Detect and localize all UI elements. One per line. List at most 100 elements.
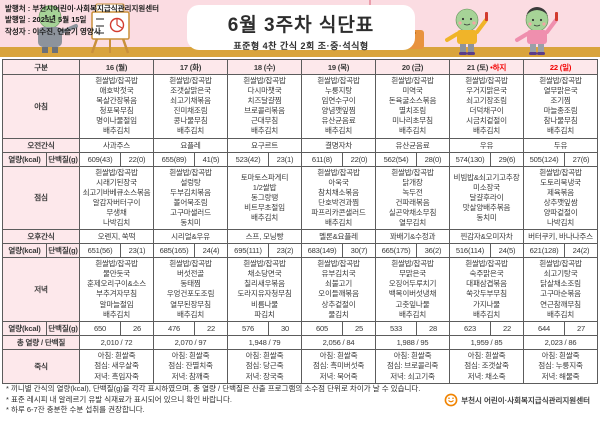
cell-am_snack: 사과주스 (79, 137, 155, 153)
cell-total: 1,948 / 79 (227, 334, 303, 350)
cell-protein2: 24(2) (564, 243, 599, 259)
cell-kcal1: 574(130) (449, 151, 492, 167)
cell-protein3: 22 (194, 320, 229, 336)
day-header: 19 (목) (301, 59, 377, 75)
cell-breakfast: 흰쌀밥/잡곡밥 열무맑은국 조기찜 마늘종조림 참나물무침 배추김치 (523, 74, 599, 139)
cell-porridge: 아침: 흰쌀죽 점심: 브로콜리죽 저녁: 쇠고기죽 (375, 348, 451, 385)
cell-breakfast: 흰쌀밥/잡곡밥 다시마챗국 치즈달걀찜 브로콜리볶음 근대무침 배추김치 (227, 74, 303, 139)
cell-dinner: 흰쌀밥/잡곡밥 유부김치국 쇠불고기 오이들깨볶음 상추겉절이 물김치 (301, 257, 377, 322)
day-header: 22 (일) (523, 59, 599, 75)
cell-porridge: 아침: 흰쌀죽 점심: 당근죽 저녁: 장국죽 (227, 348, 303, 385)
cell-protein1: 28(0) (416, 151, 451, 167)
center-logo: 부천시 어린이·사회복지급식관리지원센터 (444, 393, 590, 407)
cell-breakfast: 흰쌀밥/잡곡밥 미역국 돈육굴소스볶음 멸치조림 미나리초무침 배추김치 (375, 74, 451, 139)
cell-total: 2,070 / 97 (153, 334, 229, 350)
cell-protein2: 24(4) (194, 243, 229, 259)
cell-protein1: 27(6) (564, 151, 599, 167)
cell-protein2: 24(5) (490, 243, 525, 259)
publication-info: 발행처 : 부천시어린이·사회복지급식관리지원센터 발행일 : 2025년 5월… (5, 3, 159, 37)
page-subtitle: 표준형 4찬 간식 2회 조·중·석식형 (233, 41, 369, 51)
cell-porridge: 아침: 흰쌀죽 점심: 새우살죽 저녁: 흑임자죽 (79, 348, 155, 385)
cell-kcal1: 611(8) (301, 151, 344, 167)
logo-text: 부천시 어린이·사회복지급식관리지원센터 (461, 395, 590, 405)
cell-protein2: 23(2) (268, 243, 303, 259)
cell-am_snack: 유산균음료 (375, 137, 451, 153)
floor-strip (0, 47, 600, 57)
row-label-protein: 단백질(g) (45, 320, 81, 336)
cell-protein3: 27 (564, 320, 599, 336)
cell-pm_snack: 스프, 모닝빵 (227, 229, 303, 245)
row-label-kcal: 열량(kcal) (2, 320, 47, 336)
cell-kcal2: 621(128) (523, 243, 566, 259)
cell-lunch: 토마토스파게티 1/2쌀밥 동그랑땡 비트무초절임 배추김치 (227, 165, 303, 231)
cell-pm_snack: 오렌지, 쑥떡 (79, 229, 155, 245)
cell-pm_snack: 찐감자&오미자차 (449, 229, 525, 245)
menu-table: 구분 16 (월) 17 (화) 18 (수) 19 (목) 20 (금) 21 (토) •… (1, 59, 599, 385)
cell-total: 2,023 / 86 (523, 334, 599, 350)
cell-protein3: 22 (490, 320, 525, 336)
cell-breakfast: 흰쌀밥/잡곡밥 애호박젓국 목살간장볶음 청포묵무침 명이나물절임 배추김치 (79, 74, 155, 139)
cell-dinner: 흰쌀밥/잡곡밥 무맑은국 오징어두루치기 백목이버섯냉채 고춧잎나물 배추김치 (375, 257, 451, 322)
cell-kcal2: 516(114) (449, 243, 492, 259)
row-label-lunch: 점심 (1, 165, 81, 231)
day-header: 20 (금) (375, 59, 451, 75)
cell-protein1: 23(1) (268, 151, 303, 167)
row-label-protein: 단백질(g) (45, 151, 81, 167)
cell-lunch: 흰쌀밥/잡곡밥 설렁탕 두부김치볶음 볼어묵조림 고구마샐러드 동치미 (153, 165, 229, 231)
cell-kcal3: 650 (79, 320, 122, 336)
cell-kcal1: 609(43) (79, 151, 122, 167)
publish-date-line: 발행일 : 2025년 5월 15일 (5, 15, 87, 25)
cell-protein1: 22(0) (342, 151, 377, 167)
cell-pm_snack: 시리얼&우유 (153, 229, 229, 245)
cell-protein2: 30(7) (342, 243, 377, 259)
cell-protein1: 29(6) (490, 151, 525, 167)
cell-dinner: 흰쌀밥/잡곡밥 쇠고기탕국 닭살채소조림 고구마순볶음 연근참깨무침 배추김치 (523, 257, 599, 322)
cell-porridge: 아침: 흰쌀죽 점심: 흑미버섯죽 저녁: 북어죽 (301, 348, 377, 385)
cell-kcal1: 523(42) (227, 151, 270, 167)
cell-protein2: 36(2) (416, 243, 451, 259)
row-label-kcal: 열량(kcal) (2, 243, 47, 259)
footnotes: * 끼니별 간식의 열량(kcal), 단백질(g)을 각각 표시하였으며, 총… (6, 384, 420, 416)
day-header: 21 (토) •하지 (449, 59, 525, 75)
cell-kcal3: 533 (375, 320, 418, 336)
cell-dinner: 흰쌀밥/잡곡밥 채소당면국 칠리새우볶음 도라지유자청무침 비름나물 파김치 (227, 257, 303, 322)
title-card: 6월 3주차 식단표 표준형 4찬 간식 2회 조·중·석식형 (187, 5, 415, 51)
page-title: 6월 3주차 식단표 (227, 15, 375, 36)
cell-porridge: 아침: 흰쌀죽 점심: 조갯살죽 저녁: 채소죽 (449, 348, 525, 385)
cell-kcal3: 476 (153, 320, 196, 336)
cell-kcal3: 576 (227, 320, 270, 336)
cell-porridge: 아침: 흰쌀죽 점심: 잔멸치죽 저녁: 참깨죽 (153, 348, 229, 385)
footnote-line: * 표준 레시피 내 알레르기 유발 식재료가 표시되어 있으니 확인 바랍니다… (6, 394, 232, 404)
cell-total: 1,959 / 85 (449, 334, 525, 350)
cell-lunch: 비빔밥&쇠고기고추장 미소장국 달걀후라이 맛살양배추볶음 동치미 (449, 165, 525, 231)
cell-protein3: 25 (342, 320, 377, 336)
row-label-protein: 단백질(g) (45, 243, 81, 259)
cell-dinner: 흰쌀밥/잡곡밥 숙주맑은국 대패삼겹볶음 쑥갓두부무침 가지나물 배추김치 (449, 257, 525, 322)
cell-dinner: 흰쌀밥/잡곡밥 물만둣국 훈제오리구이&소스 부추겨자무침 알마늘절임 배추김치 (79, 257, 155, 322)
row-label-total: 총 열량 / 단백질 (1, 334, 81, 350)
cell-lunch: 흰쌀밥/잡곡밥 닭개장 녹두전 건파래볶음 실곤약채소무침 열무김치 (375, 165, 451, 231)
cell-pm_snack: 버터쿠키, 바나나주스 (523, 229, 599, 245)
cell-am_snack: 결명자차 (301, 137, 377, 153)
row-label-kcal: 열량(kcal) (2, 151, 47, 167)
cell-kcal1: 505(124) (523, 151, 566, 167)
cell-protein3: 30 (268, 320, 303, 336)
cell-am_snack: 우유 (449, 137, 525, 153)
publisher-line: 발행처 : 부천시어린이·사회복지급식관리지원센터 (5, 4, 160, 13)
solstice-mark: •하지 (488, 62, 507, 72)
cell-protein1: 41(5) (194, 151, 229, 167)
cell-kcal3: 623 (449, 320, 492, 336)
cell-pm_snack: 멜론&요플레 (301, 229, 377, 245)
footnote-line: * 하루 6-7잔 충분한 수분 섭취를 권장합니다. (6, 405, 145, 414)
cell-breakfast: 흰쌀밥/잡곡밥 누룽지탕 임연수구이 양념깻잎찜 유산균음료 배추김치 (301, 74, 377, 139)
row-label-porridge: 죽식 (1, 348, 81, 385)
cell-lunch: 흰쌀밥/잡곡밥 아욱국 참치채소볶음 단호박견과찜 파프리카콘샐러드 배추김치 (301, 165, 377, 231)
row-label-am_snack: 오전간식 (1, 137, 81, 153)
cell-protein2: 23(1) (120, 243, 155, 259)
cell-kcal2: 683(149) (301, 243, 344, 259)
cell-kcal2: 695(111) (227, 243, 270, 259)
author-line: 작성자 : 이수진, 연슬기 영양사 (5, 26, 101, 36)
cell-am_snack: 요플레 (153, 137, 229, 153)
row-label-breakfast: 아침 (1, 74, 81, 139)
